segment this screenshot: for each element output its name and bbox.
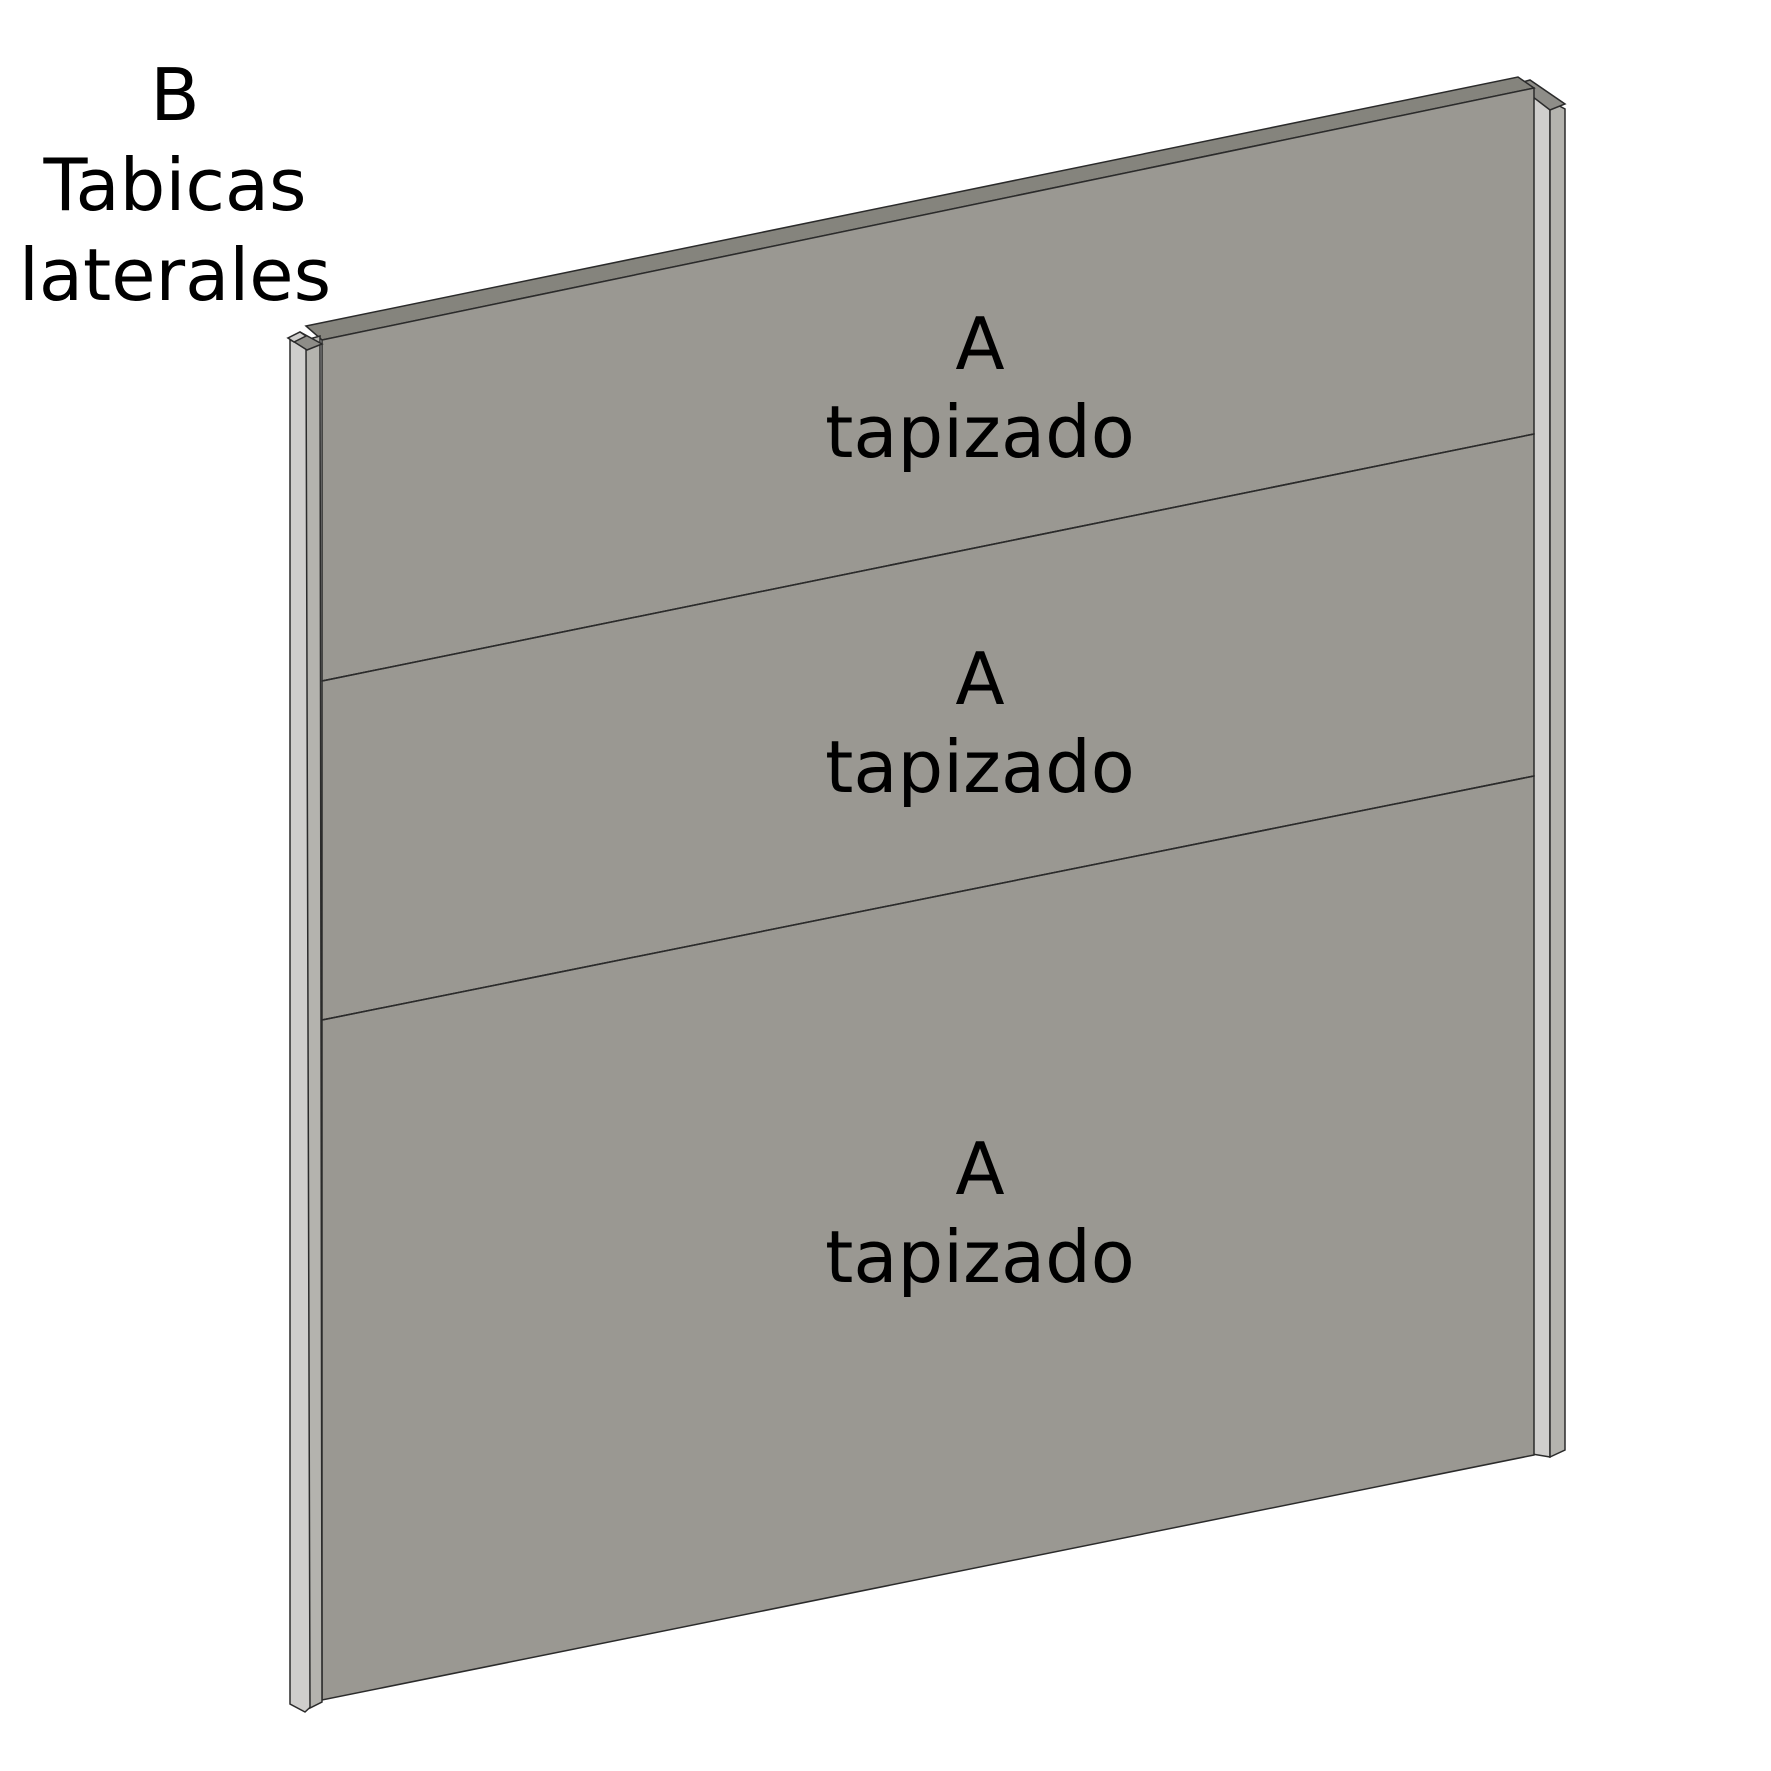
left-post-inner: [305, 335, 323, 1710]
panel-stack: [304, 76, 1536, 1701]
side-part-name-line1: Tabicas: [43, 143, 307, 227]
panel-name-2: tapizado: [825, 725, 1135, 809]
left-post-cap: [286, 331, 308, 343]
panel-label-1: A tapizado: [800, 300, 1160, 476]
side-part-code: B: [150, 53, 200, 137]
panel-name-3: tapizado: [825, 1215, 1135, 1299]
panel-code-3: A: [955, 1127, 1005, 1211]
right-post-side: [1549, 99, 1566, 1459]
side-part-label: B Tabicas laterales: [10, 50, 340, 320]
panel-seam-1: [321, 433, 1535, 682]
left-side-post: [286, 331, 324, 1713]
right-side-post: [1514, 79, 1567, 1459]
panel-code-1: A: [955, 302, 1005, 386]
side-part-name-line2: laterales: [18, 233, 332, 317]
panel-seam-2: [321, 775, 1535, 1021]
panel-name-1: tapizado: [825, 390, 1135, 474]
panel-label-3: A tapizado: [800, 1125, 1160, 1301]
panel-code-2: A: [955, 637, 1005, 721]
panel-label-2: A tapizado: [800, 635, 1160, 811]
